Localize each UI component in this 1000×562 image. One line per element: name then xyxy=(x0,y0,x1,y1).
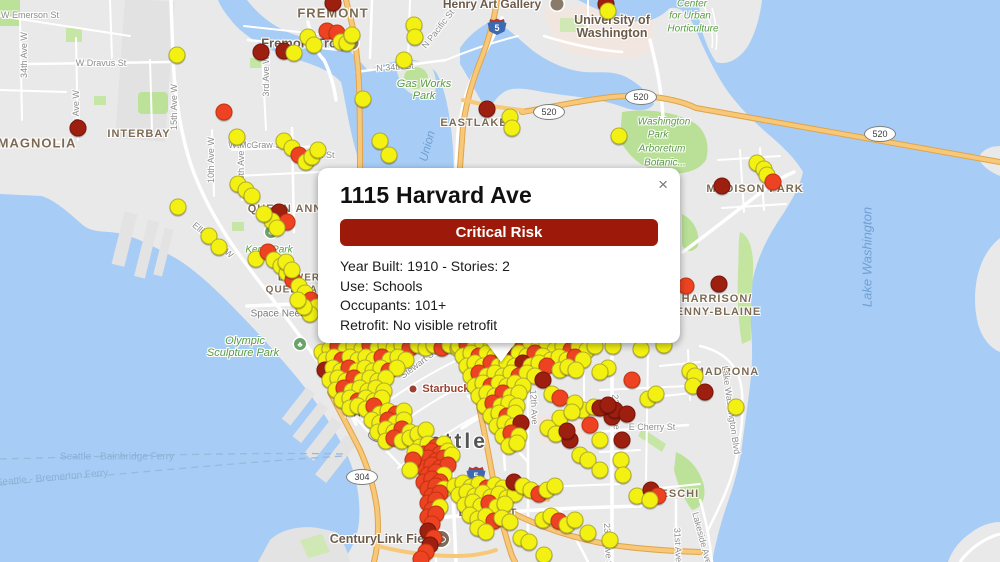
risk-marker[interactable] xyxy=(371,132,389,150)
building-info-popup: × 1115 Harvard Ave Critical Risk Year Bu… xyxy=(318,168,680,343)
risk-marker[interactable] xyxy=(228,128,246,146)
risk-marker[interactable] xyxy=(309,141,327,159)
risk-marker[interactable] xyxy=(243,187,261,205)
risk-marker[interactable] xyxy=(535,546,553,562)
risk-marker[interactable] xyxy=(380,146,398,164)
risk-marker[interactable] xyxy=(614,466,632,484)
green-poi-icon: ♣ xyxy=(294,338,306,350)
risk-marker[interactable] xyxy=(69,119,87,137)
risk-marker[interactable] xyxy=(285,44,303,62)
risk-marker[interactable] xyxy=(618,405,636,423)
risk-marker[interactable] xyxy=(268,219,286,237)
risk-marker[interactable] xyxy=(283,261,301,279)
risk-marker[interactable] xyxy=(169,198,187,216)
state-route-shield: 520 xyxy=(864,126,896,142)
popup-title: 1115 Harvard Ave xyxy=(340,182,533,208)
risk-marker[interactable] xyxy=(610,127,628,145)
risk-marker[interactable] xyxy=(581,416,599,434)
risk-marker[interactable] xyxy=(289,291,307,309)
risk-marker[interactable] xyxy=(727,398,745,416)
risk-marker[interactable] xyxy=(591,363,609,381)
risk-level-badge: Critical Risk xyxy=(340,219,658,246)
risk-marker[interactable] xyxy=(401,461,419,479)
risk-marker[interactable] xyxy=(255,205,273,223)
risk-marker[interactable] xyxy=(520,533,538,551)
risk-marker[interactable] xyxy=(641,491,659,509)
retrofit-status: Retrofit: No visible retrofit xyxy=(340,316,498,333)
risk-marker[interactable] xyxy=(601,531,619,549)
year-built-stories: Year Built: 1910 - Stories: 2 xyxy=(340,258,510,274)
risk-marker[interactable] xyxy=(591,461,609,479)
risk-marker[interactable] xyxy=(647,385,665,403)
risk-marker[interactable] xyxy=(478,100,496,118)
risk-marker[interactable] xyxy=(591,431,609,449)
risk-marker[interactable] xyxy=(395,51,413,69)
risk-marker[interactable] xyxy=(696,383,714,401)
risk-marker[interactable] xyxy=(412,550,430,562)
interstate-shield: 5 xyxy=(487,18,507,35)
risk-marker[interactable] xyxy=(252,43,270,61)
risk-marker[interactable] xyxy=(623,371,641,389)
risk-marker[interactable] xyxy=(599,396,617,414)
risk-marker[interactable] xyxy=(613,431,631,449)
risk-marker[interactable] xyxy=(713,177,731,195)
risk-marker[interactable] xyxy=(764,173,782,191)
risk-marker[interactable] xyxy=(354,90,372,108)
popup-tail xyxy=(486,342,516,362)
risk-marker[interactable] xyxy=(508,434,526,452)
risk-marker[interactable] xyxy=(477,523,495,541)
occupants: Occupants: 101+ xyxy=(340,297,447,313)
risk-marker[interactable] xyxy=(305,36,323,54)
risk-marker[interactable] xyxy=(677,277,695,295)
risk-marker[interactable] xyxy=(710,275,728,293)
risk-marker[interactable] xyxy=(215,103,233,121)
risk-marker[interactable] xyxy=(503,119,521,137)
risk-marker[interactable] xyxy=(406,28,424,46)
state-route-shield: 520 xyxy=(533,104,565,120)
state-route-shield: 304 xyxy=(346,469,378,485)
risk-marker[interactable] xyxy=(343,26,361,44)
gray-poi-icon xyxy=(550,0,564,11)
risk-marker[interactable] xyxy=(210,238,228,256)
risk-marker[interactable] xyxy=(168,46,186,64)
state-route-shield: 520 xyxy=(625,89,657,105)
risk-marker[interactable] xyxy=(534,371,552,389)
risk-marker[interactable] xyxy=(324,0,342,12)
risk-marker[interactable] xyxy=(501,513,519,531)
dot-poi-icon xyxy=(409,385,417,393)
risk-marker[interactable] xyxy=(563,403,581,421)
risk-marker[interactable] xyxy=(567,361,585,379)
risk-marker[interactable] xyxy=(599,2,617,20)
close-icon[interactable]: × xyxy=(658,175,668,194)
risk-marker[interactable] xyxy=(566,511,584,529)
risk-marker[interactable] xyxy=(579,524,597,542)
building-use: Use: Schools xyxy=(340,277,423,294)
risk-marker[interactable] xyxy=(546,477,564,495)
risk-marker[interactable] xyxy=(558,422,576,440)
